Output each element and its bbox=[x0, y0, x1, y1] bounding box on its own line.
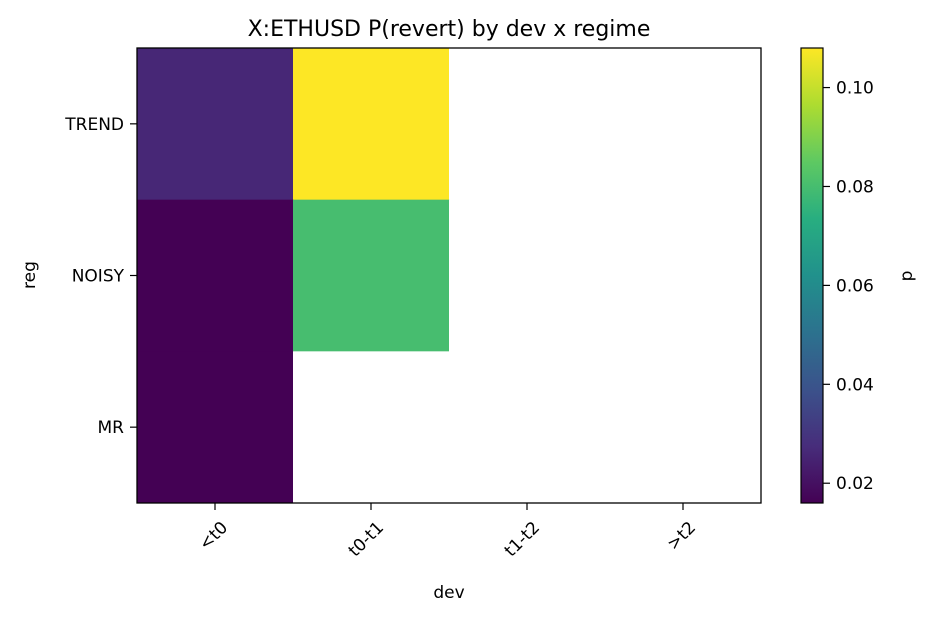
heatmap-cell bbox=[293, 351, 450, 504]
heatmap-cell bbox=[605, 48, 762, 201]
heatmap-cell bbox=[137, 199, 294, 352]
heatmap-cell bbox=[449, 48, 606, 201]
heatmap-cell bbox=[293, 48, 450, 201]
chart-title: X:ETHUSD P(revert) by dev x regime bbox=[248, 17, 651, 42]
y-tick-label: NOISY bbox=[72, 267, 125, 287]
colorbar-tick-label: 0.02 bbox=[836, 474, 874, 494]
x-tick-label: t0-t1 bbox=[345, 518, 388, 561]
heatmap-cell bbox=[449, 351, 606, 504]
heatmap-cell bbox=[605, 199, 762, 352]
colorbar-label: p bbox=[897, 271, 917, 282]
y-axis-label: reg bbox=[20, 261, 40, 289]
y-axis-ticks: TREND NOISY MR bbox=[64, 115, 137, 438]
heatmap-cell bbox=[137, 48, 294, 201]
heatmap-cell bbox=[605, 351, 762, 504]
colorbar-tick-label: 0.04 bbox=[836, 375, 874, 395]
x-tick-label: <t0 bbox=[195, 518, 232, 555]
heatmap-cell bbox=[293, 199, 450, 352]
colorbar-tick-label: 0.10 bbox=[836, 79, 874, 99]
colorbar-ticks: 0.02 0.04 0.06 0.08 0.10 bbox=[823, 79, 874, 494]
colorbar-tick-label: 0.08 bbox=[836, 177, 874, 197]
x-tick-label: >t2 bbox=[663, 518, 700, 555]
y-tick-label: TREND bbox=[64, 115, 124, 135]
x-tick-label: t1-t2 bbox=[501, 518, 544, 561]
heatmap-cell bbox=[449, 199, 606, 352]
colorbar-tick-label: 0.06 bbox=[836, 276, 874, 296]
x-axis-ticks: <t0 t0-t1 t1-t2 >t2 bbox=[195, 503, 700, 561]
y-tick-label: MR bbox=[98, 418, 125, 438]
heatmap-cell bbox=[137, 351, 294, 504]
x-axis-label: dev bbox=[433, 583, 464, 603]
heatmap-cells bbox=[137, 48, 762, 504]
colorbar bbox=[800, 47, 824, 504]
